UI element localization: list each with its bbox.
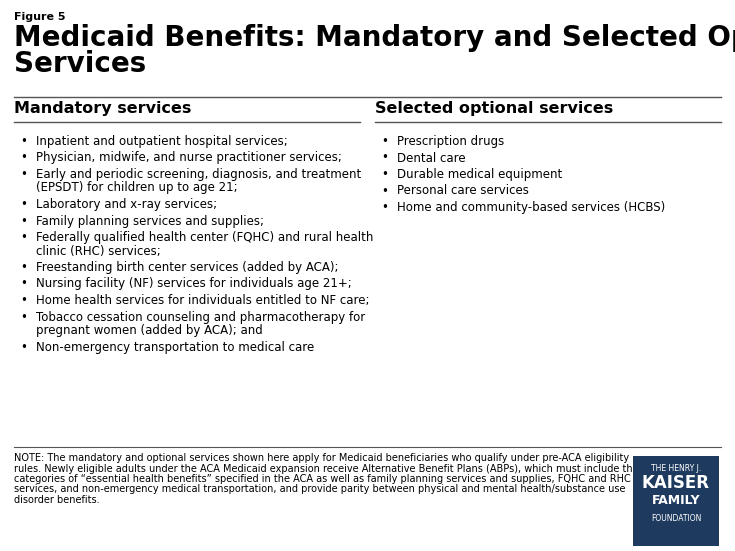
Text: THE HENRY J.: THE HENRY J. (651, 464, 701, 473)
Text: pregnant women (added by ACA); and: pregnant women (added by ACA); and (36, 324, 262, 337)
Text: •: • (381, 201, 388, 214)
Text: •: • (21, 278, 27, 290)
Text: •: • (21, 135, 27, 148)
Text: Tobacco cessation counseling and pharmacotherapy for: Tobacco cessation counseling and pharmac… (36, 311, 365, 323)
Text: Home health services for individuals entitled to NF care;: Home health services for individuals ent… (36, 294, 370, 307)
Text: •: • (21, 214, 27, 228)
Text: Non-emergency transportation to medical care: Non-emergency transportation to medical … (36, 341, 315, 354)
FancyBboxPatch shape (633, 456, 719, 546)
Text: •: • (21, 231, 27, 244)
Text: Laboratory and x-ray services;: Laboratory and x-ray services; (36, 198, 217, 211)
Text: •: • (21, 261, 27, 274)
Text: •: • (21, 341, 27, 354)
Text: •: • (21, 152, 27, 165)
Text: •: • (21, 311, 27, 323)
Text: KAISER: KAISER (642, 474, 710, 492)
Text: •: • (381, 152, 388, 165)
Text: Mandatory services: Mandatory services (14, 101, 191, 116)
Text: Physician, midwife, and nurse practitioner services;: Physician, midwife, and nurse practition… (36, 152, 342, 165)
Text: Inpatient and outpatient hospital services;: Inpatient and outpatient hospital servic… (36, 135, 287, 148)
Text: •: • (381, 168, 388, 181)
Text: Early and periodic screening, diagnosis, and treatment: Early and periodic screening, diagnosis,… (36, 168, 361, 181)
Text: Dental care: Dental care (397, 152, 466, 165)
Text: Medicaid Benefits: Mandatory and Selected Optional: Medicaid Benefits: Mandatory and Selecte… (14, 24, 735, 52)
Text: FOUNDATION: FOUNDATION (650, 514, 701, 523)
Text: •: • (381, 135, 388, 148)
Text: Freestanding birth center services (added by ACA);: Freestanding birth center services (adde… (36, 261, 339, 274)
Text: •: • (381, 185, 388, 197)
Text: (EPSDT) for children up to age 21;: (EPSDT) for children up to age 21; (36, 181, 237, 195)
Text: •: • (21, 168, 27, 181)
Text: Figure 5: Figure 5 (14, 12, 65, 22)
Text: Family planning services and supplies;: Family planning services and supplies; (36, 214, 264, 228)
Text: categories of “essential health benefits” specified in the ACA as well as family: categories of “essential health benefits… (14, 474, 631, 484)
Text: Home and community-based services (HCBS): Home and community-based services (HCBS) (397, 201, 665, 214)
Text: NOTE: The mandatory and optional services shown here apply for Medicaid benefici: NOTE: The mandatory and optional service… (14, 453, 629, 463)
Text: Prescription drugs: Prescription drugs (397, 135, 504, 148)
Text: Federally qualified health center (FQHC) and rural health: Federally qualified health center (FQHC)… (36, 231, 373, 244)
Text: disorder benefits.: disorder benefits. (14, 495, 100, 505)
Text: clinic (RHC) services;: clinic (RHC) services; (36, 245, 161, 257)
Text: Selected optional services: Selected optional services (375, 101, 613, 116)
Text: FAMILY: FAMILY (652, 494, 700, 507)
Text: rules. Newly eligible adults under the ACA Medicaid expansion receive Alternativ: rules. Newly eligible adults under the A… (14, 463, 658, 473)
Text: •: • (21, 198, 27, 211)
Text: services, and non-emergency medical transportation, and provide parity between p: services, and non-emergency medical tran… (14, 484, 625, 494)
Text: Personal care services: Personal care services (397, 185, 529, 197)
Text: Services: Services (14, 50, 146, 78)
Text: Durable medical equipment: Durable medical equipment (397, 168, 562, 181)
Text: •: • (21, 294, 27, 307)
Text: Nursing facility (NF) services for individuals age 21+;: Nursing facility (NF) services for indiv… (36, 278, 352, 290)
